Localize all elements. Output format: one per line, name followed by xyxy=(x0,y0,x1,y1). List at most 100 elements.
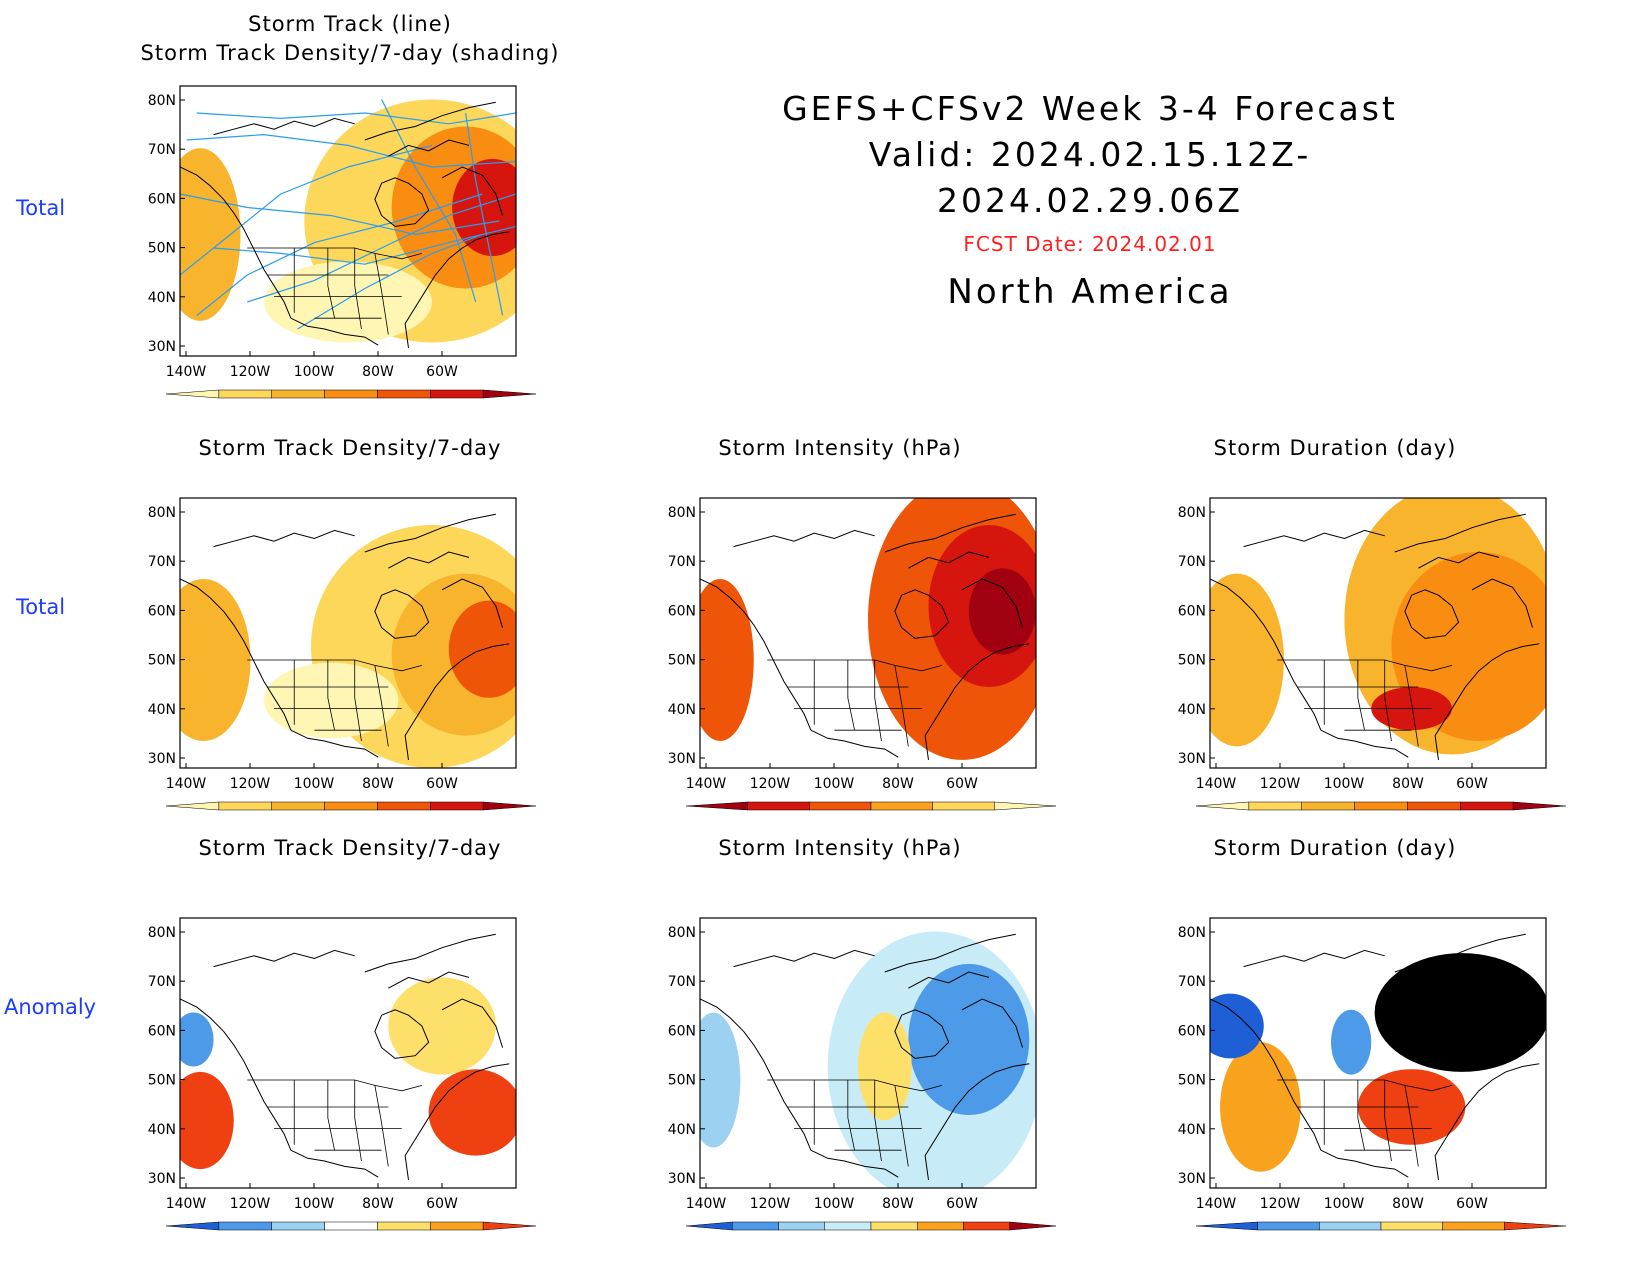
lat-label: 80N xyxy=(148,505,176,521)
state-border xyxy=(847,1080,855,1151)
lon-label: 60W xyxy=(426,776,458,792)
colorbar-segment xyxy=(430,1221,484,1231)
coastline xyxy=(441,998,504,1048)
coastline xyxy=(388,551,470,569)
colorbar-label: 985 xyxy=(797,813,822,814)
coastline xyxy=(1471,578,1534,628)
colorbar-segment xyxy=(870,1221,918,1231)
colorbar-label: 6 xyxy=(1006,1233,1014,1234)
lat-label: 60N xyxy=(148,603,176,619)
colorbar-label: 0.9 xyxy=(473,1233,494,1234)
colorbar-label: 5 xyxy=(1509,813,1517,814)
lat-label: 70N xyxy=(148,554,176,570)
coastline xyxy=(733,529,875,548)
map-panel-density-total: 80N 70N 60N 50N 40N 30N 140W 120W 100W 80W 60W 0.25… xyxy=(148,497,537,814)
state-border xyxy=(374,665,389,747)
shading-layer xyxy=(180,99,516,343)
panel-title-track-line1: Storm Track (line) xyxy=(248,12,452,36)
state-border xyxy=(354,660,362,742)
shading-area xyxy=(452,158,516,257)
colorbar-label: -0.9 xyxy=(206,1233,231,1234)
colorbar-segment xyxy=(1407,801,1461,811)
map-frame xyxy=(699,497,1037,769)
map-frame xyxy=(1209,917,1547,1189)
lat-label: 40N xyxy=(148,702,176,718)
state-borders xyxy=(767,1079,943,1167)
lat-label: 80N xyxy=(148,93,176,109)
state-border xyxy=(354,1080,362,1162)
map-panel-density-anom: 80N 70N 60N 50N 40N 30N 140W 120W 100W 80W 60W -0.9… xyxy=(148,917,537,1234)
lon-label: 140W xyxy=(1196,776,1237,792)
colorbar-segment xyxy=(482,1221,537,1231)
panel-title-density-total: Storm Track Density/7-day xyxy=(198,436,502,460)
lon-label: 100W xyxy=(814,776,855,792)
colorbar-label: 0 xyxy=(1245,813,1253,814)
colorbar-label: 2 xyxy=(373,401,381,402)
lat-label: 70N xyxy=(148,974,176,990)
coastline xyxy=(733,949,875,968)
coastlines xyxy=(700,933,1030,1180)
state-border xyxy=(894,665,909,747)
map-panel-duration-anom: 80N 70N 60N 50N 40N 30N 140W 120W 100W 80W 60W -0.4… xyxy=(1178,917,1567,1234)
coastline xyxy=(290,317,379,346)
coastline xyxy=(1394,513,1526,553)
colorbar-segment xyxy=(165,801,220,811)
colorbar-label: 990 xyxy=(859,813,884,814)
coastline xyxy=(700,998,812,1151)
state-border xyxy=(874,660,882,742)
colorbar-segment xyxy=(824,1221,872,1231)
lon-label: 60W xyxy=(946,1196,978,1212)
coastlines xyxy=(700,513,1030,760)
colorbar-segment xyxy=(685,1221,733,1231)
lat-label: 50N xyxy=(1178,653,1206,669)
lat-label: 80N xyxy=(1178,505,1206,521)
lon-label: 60W xyxy=(426,364,458,380)
lat-label: 80N xyxy=(668,505,696,521)
shading-area xyxy=(180,1071,234,1170)
coastline xyxy=(374,589,430,639)
shading-area xyxy=(1210,573,1284,747)
colorbar-label: -0.6 xyxy=(259,1233,284,1234)
lon-label: 140W xyxy=(166,364,207,380)
coastline xyxy=(908,551,990,569)
header: GEFS+CFSv2 Week 3-4 Forecast Valid: 2024… xyxy=(740,86,1440,312)
shading-area xyxy=(428,1069,516,1156)
coastline xyxy=(404,643,510,760)
colorbar-segment xyxy=(1460,801,1514,811)
lat-label: 60N xyxy=(668,603,696,619)
lat-label: 50N xyxy=(148,1073,176,1089)
coastline xyxy=(1434,1063,1540,1180)
shading-area xyxy=(1330,1009,1372,1075)
lat-label: 30N xyxy=(148,751,176,767)
colorbar-label: 3 xyxy=(426,401,434,402)
region-name: North America xyxy=(947,272,1233,312)
colorbar-label: 0.2 xyxy=(1432,1233,1453,1234)
panel-title-track: Storm Track (line) Storm Track Density/7… xyxy=(100,10,600,68)
shading-area xyxy=(968,568,1036,655)
lon-label: 120W xyxy=(1260,1196,1301,1212)
lat-label: 30N xyxy=(1178,751,1206,767)
state-border xyxy=(1384,660,1392,742)
lon-label: 100W xyxy=(294,776,335,792)
colorbar-label: 0 xyxy=(1377,1233,1385,1234)
colorbar-segment xyxy=(430,801,484,811)
lat-label: 60N xyxy=(1178,603,1206,619)
colorbar-segment xyxy=(1442,1221,1505,1231)
shading-layer xyxy=(700,498,1036,760)
forecast-title: GEFS+CFSv2 Week 3-4 Forecast xyxy=(782,89,1398,128)
colorbar-segment xyxy=(1195,801,1250,811)
storm-track-line xyxy=(381,99,477,303)
colorbar-label: 980 xyxy=(735,813,760,814)
lat-label: 40N xyxy=(1178,1122,1206,1138)
lon-label: 80W xyxy=(882,1196,914,1212)
lat-label: 70N xyxy=(1178,974,1206,990)
coastline xyxy=(810,729,899,758)
coastline xyxy=(924,643,1030,760)
lon-label: 60W xyxy=(1456,776,1488,792)
lon-label: 120W xyxy=(230,1196,271,1212)
colorbar-label: 0 xyxy=(867,1233,875,1234)
valid-period: Valid: 2024.02.15.12Z-2024.02.29.06Z xyxy=(868,135,1312,220)
lon-label: 80W xyxy=(1392,776,1424,792)
state-border xyxy=(1384,1080,1392,1162)
coastline xyxy=(924,1063,1030,1180)
